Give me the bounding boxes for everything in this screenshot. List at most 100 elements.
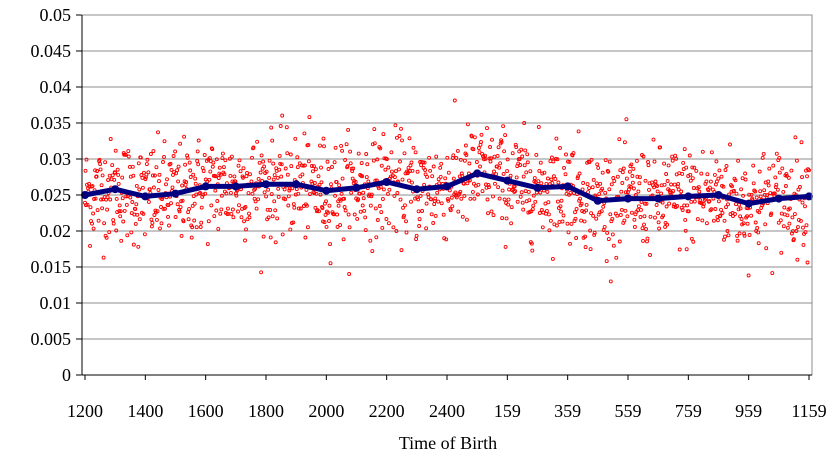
scatter-point: [594, 216, 599, 221]
scatter-point: [125, 233, 130, 238]
scatter-point: [135, 212, 140, 217]
scatter-point: [261, 234, 266, 239]
scatter-point: [132, 212, 137, 217]
scatter-point: [705, 172, 710, 177]
scatter-point: [425, 174, 430, 179]
scatter-point: [636, 204, 641, 209]
scatter-point: [278, 124, 283, 128]
scatter-point: [152, 173, 157, 178]
scatter-point: [142, 232, 147, 237]
scatter-point: [547, 228, 552, 233]
scatter-point: [555, 157, 560, 162]
scatter-point: [795, 257, 800, 262]
scatter-point: [493, 181, 497, 186]
scatter-point: [313, 167, 318, 172]
trend-point: [141, 192, 150, 201]
scatter-point: [194, 225, 199, 230]
scatter-point: [563, 172, 568, 177]
scatter-point: [747, 192, 752, 197]
scatter-point: [166, 214, 170, 219]
scatter-point: [84, 157, 89, 162]
scatter-point: [671, 204, 676, 209]
scatter-point: [328, 261, 333, 266]
scatter-point: [270, 214, 275, 219]
scatter-point: [358, 209, 363, 214]
x-tick-label: 2200: [369, 401, 405, 421]
scatter-point: [636, 189, 641, 194]
scatter-point: [248, 172, 252, 177]
scatter-point: [126, 154, 131, 159]
scatter-point: [504, 216, 509, 221]
scatter-point: [795, 225, 800, 230]
scatter-point: [317, 182, 322, 187]
scatter-point: [94, 174, 99, 179]
scatter-point: [453, 190, 458, 195]
scatter-point: [201, 192, 206, 197]
scatter-point: [225, 206, 230, 211]
scatter-point: [143, 177, 148, 181]
scatter-point: [259, 153, 264, 158]
scatter-point: [273, 208, 278, 213]
gridlines: [82, 14, 812, 340]
scatter-point: [499, 138, 504, 143]
scatter-point: [262, 164, 267, 169]
scatter-point: [688, 178, 693, 183]
trend-point: [443, 182, 451, 191]
scatter-point: [413, 150, 418, 155]
scatter-point: [670, 154, 675, 159]
scatter-point: [105, 195, 110, 200]
scatter-point: [499, 140, 504, 144]
scatter-point: [498, 161, 503, 166]
scatter-point: [674, 156, 679, 161]
scatter-point: [272, 199, 277, 204]
scatter-point: [682, 203, 687, 208]
scatter-point: [653, 179, 658, 184]
scatter-point: [180, 198, 185, 203]
scatter-point: [124, 202, 129, 207]
scatter-point: [573, 216, 578, 221]
scatter-point: [644, 227, 648, 231]
scatter-point: [87, 181, 91, 186]
scatter-point: [298, 174, 303, 179]
scatter-point: [596, 165, 601, 170]
trend-line-layer: [81, 169, 813, 208]
scatter-point: [419, 163, 424, 168]
scatter-point: [538, 160, 543, 165]
scatter-point: [463, 143, 468, 148]
scatter-point: [259, 270, 264, 275]
scatter-point: [672, 182, 677, 187]
scatter-point: [489, 156, 493, 161]
scatter-point: [624, 117, 629, 122]
scatter-point: [745, 221, 750, 226]
scatter-point: [407, 136, 412, 141]
scatter-point: [538, 190, 543, 195]
scatter-point: [144, 162, 149, 167]
scatter-point: [648, 214, 653, 219]
scatter-point: [488, 159, 493, 164]
trend-point: [684, 192, 693, 201]
scatter-point: [664, 204, 669, 209]
scatter-point: [774, 182, 779, 187]
scatter-point: [709, 207, 714, 212]
scatter-point: [523, 189, 528, 194]
scatter-point: [229, 211, 234, 216]
scatter-point: [534, 152, 539, 157]
scatter-point: [584, 202, 589, 207]
scatter-point: [699, 171, 704, 176]
scatter-point: [524, 170, 529, 175]
scatter-point: [266, 187, 271, 192]
scatter-point: [512, 184, 517, 189]
scatter-point: [539, 181, 544, 186]
scatter-point: [166, 203, 171, 208]
scatter-point: [351, 166, 356, 171]
scatter-point: [726, 233, 731, 238]
x-tick-label: 159: [494, 401, 521, 421]
scatter-point: [280, 113, 285, 118]
scatter-point: [321, 136, 326, 141]
scatter-point: [608, 279, 613, 284]
scatter-point: [780, 166, 785, 171]
scatter-point: [155, 209, 160, 214]
x-tick-label: 2400: [429, 401, 465, 421]
scatter-point: [606, 237, 611, 242]
scatter-point: [571, 151, 576, 156]
